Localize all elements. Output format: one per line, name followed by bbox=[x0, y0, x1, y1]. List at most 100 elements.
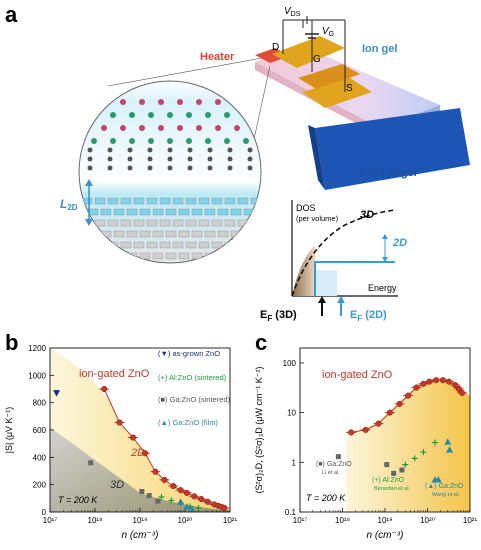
zno-lattice-cell bbox=[165, 208, 177, 216]
legend-b-gazno-sintered: (■) Ga:ZnO (sintered) bbox=[158, 395, 231, 404]
x-axis-label: n (cm⁻³) bbox=[367, 530, 404, 541]
zno-lattice-cell bbox=[204, 230, 216, 238]
gel-atom bbox=[187, 147, 193, 153]
legend-c-gazno-li-ref: Li et al. bbox=[322, 470, 340, 476]
y-tick-label: 1000 bbox=[28, 371, 46, 380]
zno-lattice-cell bbox=[120, 197, 132, 205]
ion-atom bbox=[167, 112, 173, 118]
ion-atom bbox=[91, 112, 97, 118]
x-tick-label: 10²⁰ bbox=[420, 516, 435, 525]
gel-atom bbox=[107, 165, 113, 171]
ion-gated-point bbox=[129, 434, 137, 441]
zno-lattice-cell bbox=[178, 252, 190, 260]
ion-atom bbox=[177, 125, 183, 131]
x-tick-label: 10¹⁷ bbox=[293, 516, 308, 525]
ion-atom bbox=[158, 125, 164, 131]
zno-lattice-cell bbox=[120, 241, 132, 249]
ga-zno-film-point bbox=[183, 503, 191, 510]
ef2d-label: EF (2D) bbox=[350, 309, 387, 323]
gel-atom bbox=[207, 156, 213, 162]
zno-lattice-cell bbox=[113, 252, 125, 260]
ion-atom bbox=[177, 99, 183, 105]
legend-b-asgrown: (▼) as-grown ZnO bbox=[158, 349, 220, 358]
legend-c-gazno-wang: (▲) Ga:ZnO bbox=[425, 483, 464, 490]
al-zno-point bbox=[195, 504, 202, 511]
zno-lattice-cell bbox=[146, 197, 158, 205]
al-zno-point bbox=[411, 455, 418, 462]
x-tick-label: 10¹⁸ bbox=[88, 516, 103, 525]
zno-lattice-cell bbox=[256, 252, 261, 260]
zno-lattice-cell bbox=[94, 219, 106, 227]
x-tick-label: 10¹⁸ bbox=[335, 516, 350, 525]
x-tick-label: 10¹⁷ bbox=[43, 516, 58, 525]
gel-atom bbox=[107, 147, 113, 153]
ion-gel-label: Ion gel bbox=[362, 43, 397, 55]
y-axis-label: (S²σ)₂D, (S²σ)₃D (μW cm⁻¹ K⁻²) bbox=[254, 367, 264, 494]
ion-atom bbox=[158, 99, 164, 105]
vg-label: VG bbox=[322, 26, 334, 38]
lattice-zoom-circle bbox=[78, 80, 268, 264]
ga-zno-sintered-point bbox=[88, 460, 94, 466]
ef3d-label: EF (3D) bbox=[260, 309, 297, 323]
zno-lattice-cell bbox=[250, 219, 261, 227]
ga-zno-sintered-point bbox=[146, 493, 152, 499]
gel-atom bbox=[87, 165, 93, 171]
ion-atom bbox=[196, 125, 202, 131]
zno-lattice-cell bbox=[100, 208, 112, 216]
y-tick-label: 1 bbox=[292, 458, 297, 467]
zno-lattice-cell bbox=[107, 219, 119, 227]
dos-3d-label: 3D bbox=[360, 209, 374, 221]
ion-gated-point bbox=[183, 489, 190, 496]
zno-lattice-cell bbox=[224, 219, 236, 227]
cold-finger-block bbox=[315, 108, 470, 190]
ion-atom bbox=[262, 138, 268, 144]
ion-atom bbox=[129, 138, 135, 144]
ion-atom bbox=[110, 112, 116, 118]
zno-lattice-cell bbox=[191, 208, 203, 216]
zno-lattice-cell bbox=[87, 252, 99, 260]
ion-atom bbox=[243, 138, 249, 144]
panel-a: a VDS VG D G S Heater Ion gel Cold finge… bbox=[5, 2, 470, 323]
ion-atom bbox=[91, 138, 97, 144]
dos-filled-2d bbox=[315, 270, 337, 296]
source-label: S bbox=[346, 83, 353, 94]
chart-b-title: ion-gated ZnO bbox=[79, 368, 150, 380]
gel-atom bbox=[127, 165, 133, 171]
ion-atom bbox=[262, 112, 268, 118]
legend-c-gazno-li: (■) Ga:ZnO bbox=[316, 461, 352, 468]
ion-atom bbox=[234, 99, 240, 105]
zno-lattice-cell bbox=[230, 208, 242, 216]
ion-atom bbox=[139, 125, 145, 131]
dos-inset: DOS (per volume) Energy 3D 2D EF (3D) EF… bbox=[260, 200, 407, 323]
al-zno-point bbox=[431, 439, 438, 446]
ion-gated-point bbox=[413, 384, 420, 391]
zno-lattice-cell bbox=[159, 219, 171, 227]
ion-gated-point bbox=[452, 381, 459, 389]
ion-gated-point bbox=[152, 468, 159, 475]
x-tick-label: 10¹⁹ bbox=[133, 516, 148, 525]
zno-lattice-cell bbox=[139, 252, 151, 260]
zno-lattice-cell bbox=[81, 241, 93, 249]
ion-atom bbox=[205, 138, 211, 144]
zno-lattice-cell bbox=[211, 197, 223, 205]
ion-atom bbox=[148, 138, 154, 144]
gel-atom bbox=[207, 165, 213, 171]
vds-label: VDS bbox=[284, 6, 301, 18]
zno-lattice-cell bbox=[133, 241, 145, 249]
zno-lattice-cell bbox=[256, 230, 261, 238]
zno-lattice-cell bbox=[243, 252, 255, 260]
gel-atom bbox=[127, 156, 133, 162]
zno-lattice-cell bbox=[152, 230, 164, 238]
ion-atom bbox=[253, 99, 259, 105]
zno-lattice-cell bbox=[243, 208, 255, 216]
drain-electrode bbox=[272, 36, 345, 68]
zno-lattice-cell bbox=[237, 197, 249, 205]
gel-atom bbox=[147, 156, 153, 162]
zno-lattice-cell bbox=[94, 241, 106, 249]
gel-atom bbox=[227, 147, 233, 153]
gel-atom bbox=[167, 147, 173, 153]
ion-atom bbox=[186, 138, 192, 144]
zno-lattice-cell bbox=[165, 252, 177, 260]
gel-atom bbox=[187, 156, 193, 162]
ga-zno-sintered-point bbox=[155, 498, 161, 504]
